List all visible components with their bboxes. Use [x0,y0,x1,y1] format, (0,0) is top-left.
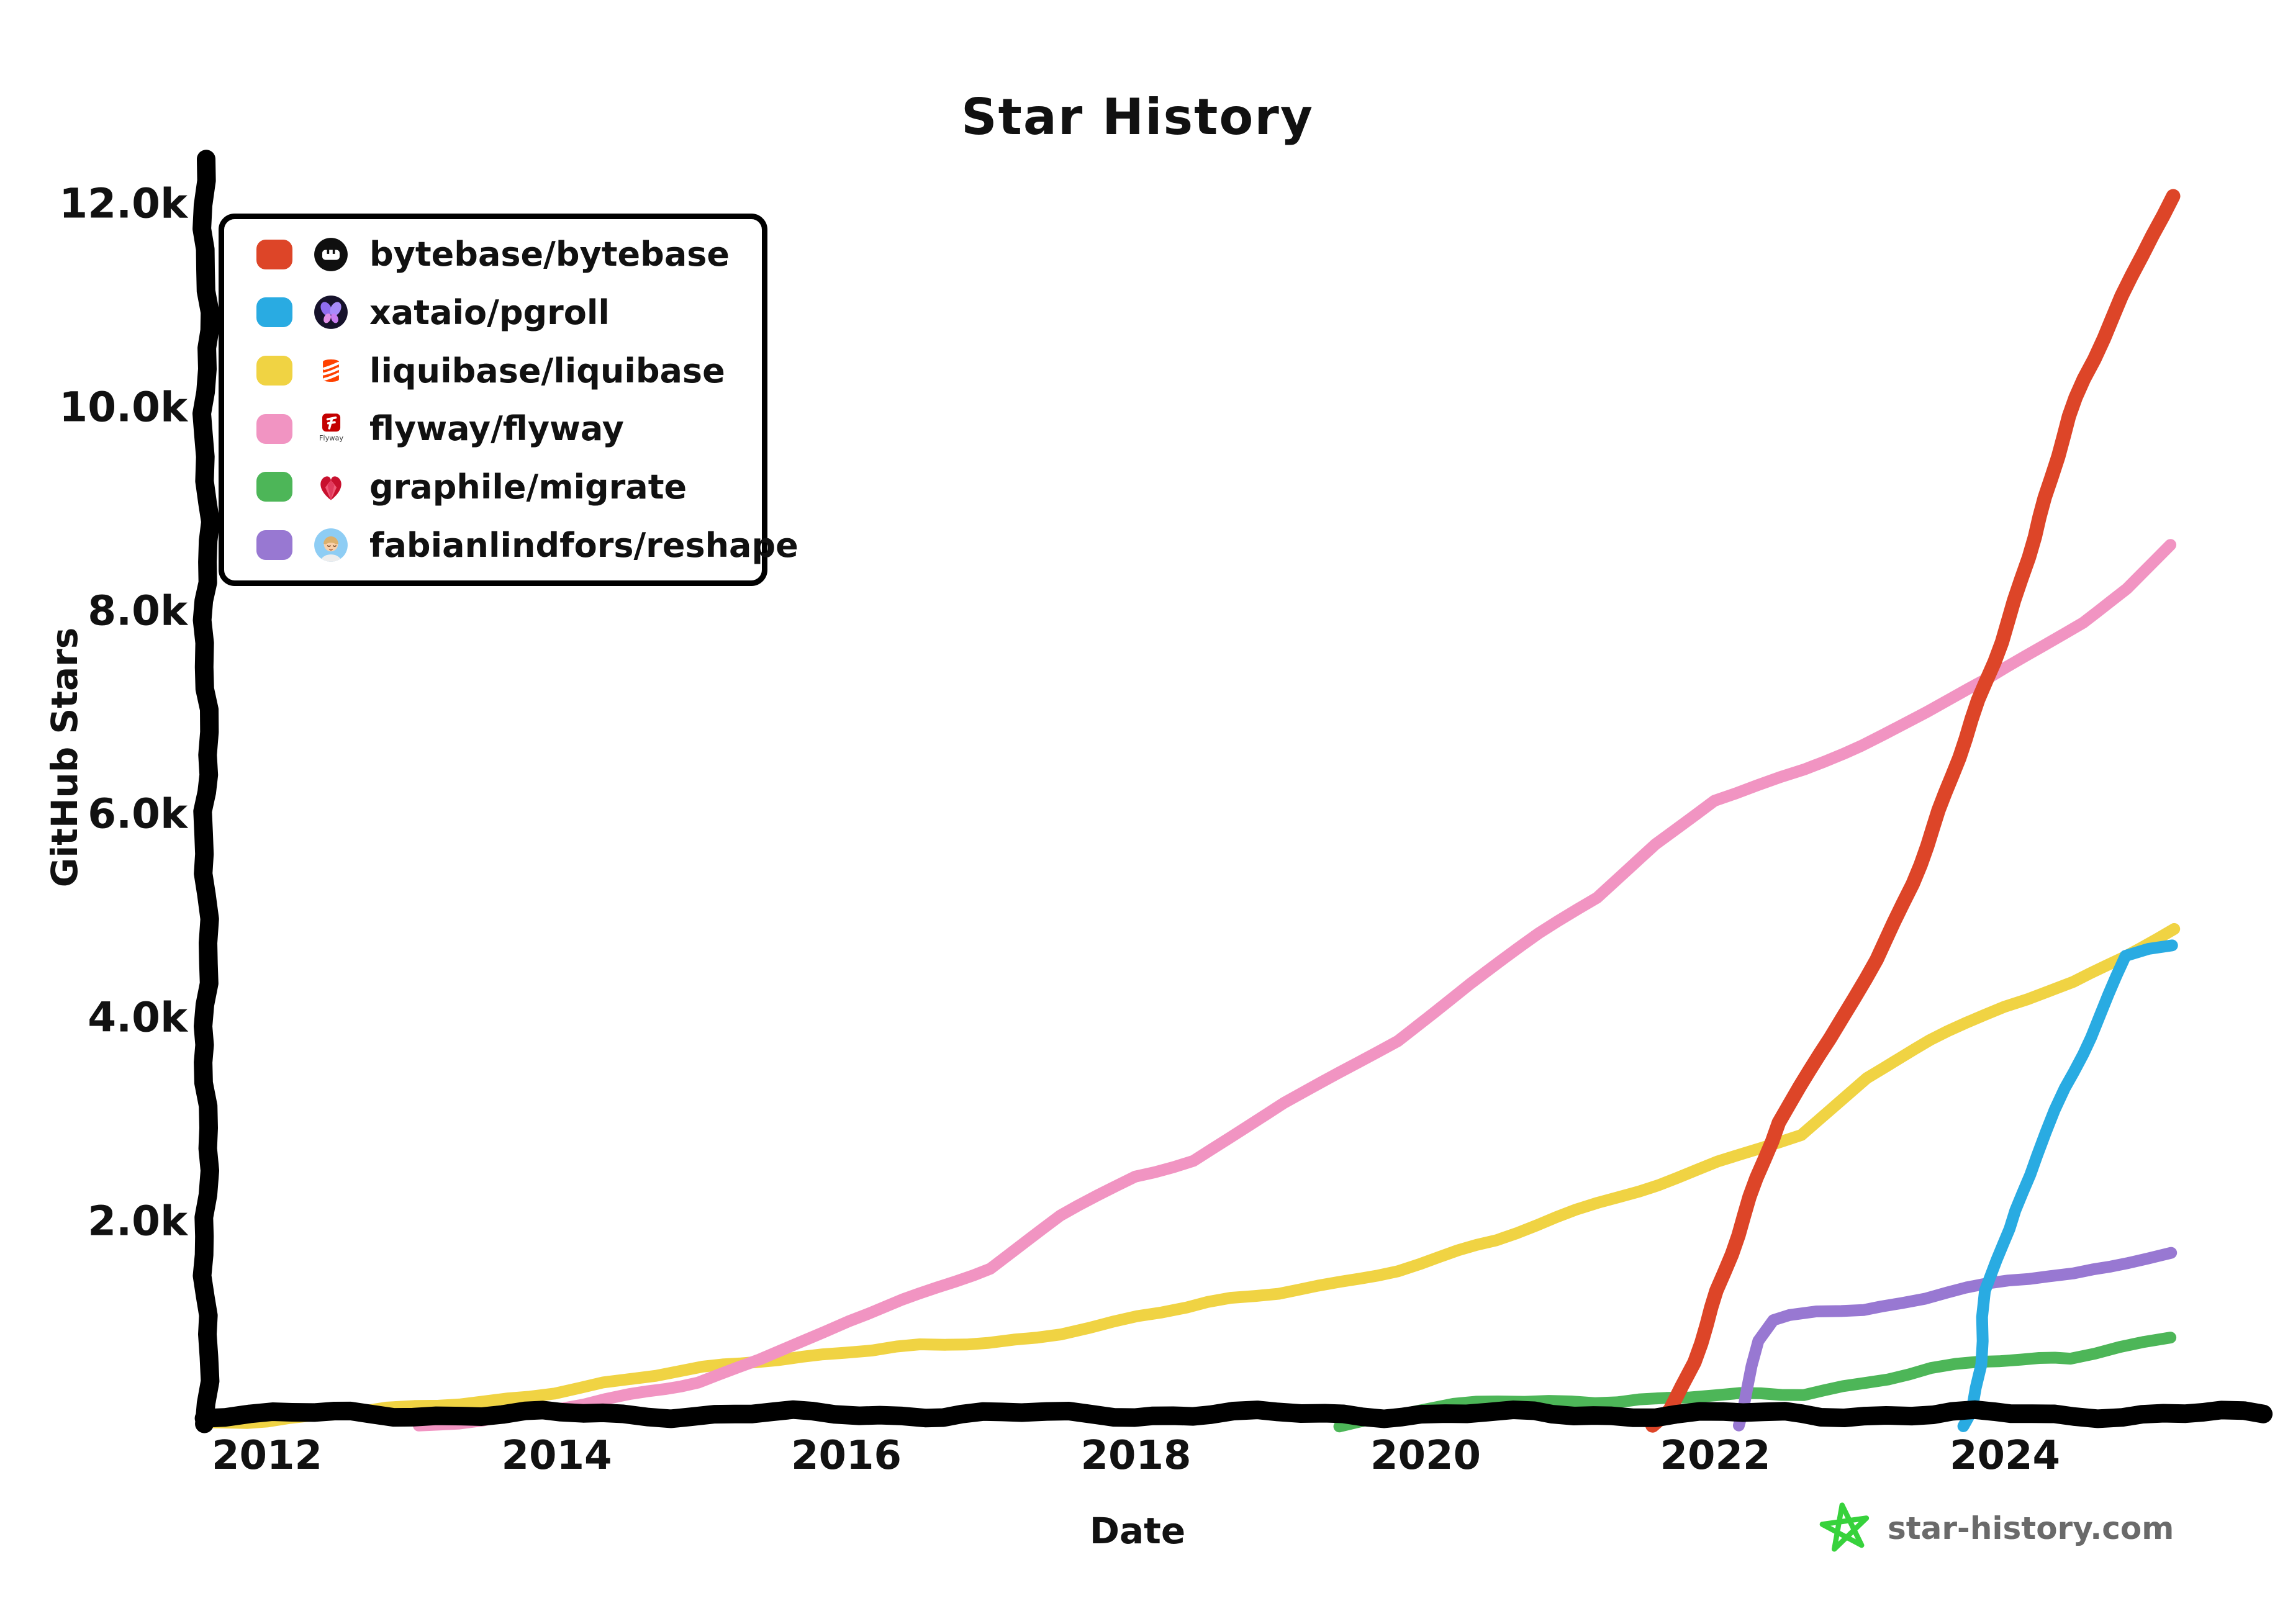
series-line-bytebase-bytebase [1645,189,2181,1433]
x-axis-title: Date [1089,1510,1186,1552]
x-tick-label: 2014 [501,1433,612,1479]
ruby-heart-logo-icon [314,469,348,504]
footer-site-text: star-history.com [1888,1510,2174,1546]
y-tick-label: 10.0k [59,383,188,431]
legend-label: liquibase/liquibase [369,351,725,390]
bytebase-logo-icon [314,237,348,272]
legend-item: fabianlindfors/reshape [256,523,798,567]
liquibase-logo-icon [314,353,348,388]
series-line-fabianlindfors-reshape [1733,1247,2178,1432]
legend-label: fabianlindfors/reshape [369,525,798,565]
legend-item: bytebase/bytebase [256,232,762,277]
xata-butterfly-logo-icon [314,295,348,330]
legend-label: flyway/flyway [369,409,624,449]
legend-item: liquibase/liquibase [256,348,762,393]
series-color-swatch [256,472,292,502]
svg-text:Flyway: Flyway [319,434,343,442]
x-axis-line [194,1400,2273,1428]
y-tick-label: 6.0k [88,790,188,838]
legend-label: graphile/migrate [369,467,687,507]
legend: bytebase/bytebase xataio/pgroll [219,214,798,586]
y-axis-title: GitHub Stars [43,627,86,888]
y-tick-label: 12.0k [59,179,188,228]
series-color-swatch [256,413,292,444]
y-tick-label: 4.0k [88,993,188,1042]
series-color-swatch [256,297,292,328]
x-tick-label: 2012 [211,1433,323,1479]
y-tick-label: 2.0k [88,1197,188,1245]
series-line-liquibase-liquibase [203,923,2181,1429]
x-tick-label: 2022 [1660,1433,1771,1479]
legend-item: graphile/migrate [256,464,762,509]
footer-brand: star-history.com [1819,1502,2174,1554]
x-tick-label: 2016 [790,1433,902,1479]
legend-item: xataio/pgroll [256,290,762,335]
x-tick-label: 2024 [1949,1433,2061,1479]
star-logo-icon [1819,1502,1870,1552]
series-line-flyway-flyway [413,539,2177,1432]
flyway-logo-icon: Flyway [314,412,348,446]
series-color-swatch [256,239,292,269]
legend-item: Flyway flyway/flyway [256,407,762,451]
y-tick-label: 8.0k [88,587,188,635]
legend-label: xataio/pgroll [369,292,610,332]
legend-label: bytebase/bytebase [369,235,730,274]
person-avatar-icon [314,528,348,562]
series-color-swatch [256,530,292,561]
page-title: Star History [961,88,1314,146]
series-line-graphile-migrate [1333,1332,2177,1433]
x-tick-label: 2020 [1370,1433,1481,1479]
x-tick-label: 2018 [1080,1433,1192,1479]
y-axis-line [192,150,220,1433]
series-line-xataio-pgroll [1957,939,2178,1432]
series-color-swatch [256,356,292,386]
